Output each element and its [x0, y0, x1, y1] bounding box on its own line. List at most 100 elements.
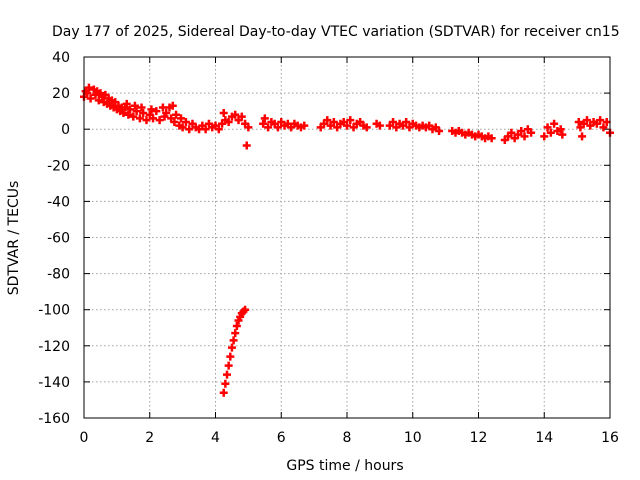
- data-point: [242, 141, 251, 150]
- data-point: [201, 125, 210, 134]
- data-point: [546, 128, 555, 137]
- data-point: [219, 388, 228, 397]
- data-point: [224, 117, 233, 126]
- y-tick-label: 20: [52, 86, 70, 102]
- data-point: [214, 125, 223, 134]
- data-point: [86, 94, 95, 103]
- data-point: [487, 134, 496, 143]
- data-point: [273, 123, 282, 132]
- data-point: [264, 123, 273, 132]
- data-point: [543, 123, 552, 132]
- data-point: [84, 83, 93, 92]
- data-point: [574, 117, 583, 126]
- data-point: [176, 114, 185, 123]
- data-point: [181, 117, 190, 126]
- x-tick-label: 4: [211, 430, 220, 446]
- data-point: [520, 132, 529, 141]
- data-point: [135, 114, 144, 123]
- data-point: [227, 343, 236, 352]
- data-point: [435, 127, 444, 136]
- data-point: [137, 103, 146, 112]
- x-tick-label: 2: [145, 430, 154, 446]
- data-point: [226, 352, 235, 361]
- data-point: [599, 123, 608, 132]
- data-point: [126, 105, 135, 114]
- data-point: [122, 99, 131, 108]
- y-tick-label: -60: [47, 231, 70, 247]
- x-tick-label: 12: [470, 430, 488, 446]
- data-point: [129, 112, 138, 121]
- data-point: [346, 116, 355, 125]
- data-point: [582, 116, 591, 125]
- data-point: [300, 121, 309, 130]
- data-point: [323, 116, 332, 125]
- data-point: [170, 117, 179, 126]
- data-point: [168, 101, 177, 110]
- data-point: [155, 116, 164, 125]
- data-point: [139, 108, 148, 117]
- x-tick-label: 0: [80, 430, 89, 446]
- y-tick-label: -20: [47, 158, 70, 174]
- data-point: [375, 121, 384, 130]
- data-point: [259, 119, 268, 128]
- data-point: [231, 329, 240, 338]
- data-point: [556, 125, 565, 134]
- y-tick-label: 40: [52, 50, 70, 66]
- data-point: [152, 107, 161, 116]
- data-point: [260, 114, 269, 123]
- data-point: [229, 336, 238, 345]
- y-tick-label: -80: [47, 267, 70, 283]
- x-axis-label: GPS time / hours: [286, 458, 403, 474]
- grid-lines: [84, 57, 610, 418]
- y-tick-label: -40: [47, 194, 70, 210]
- data-point: [389, 117, 398, 126]
- data-point: [540, 132, 549, 141]
- data-point: [119, 108, 128, 117]
- data-point: [149, 114, 158, 123]
- data-point: [507, 128, 516, 137]
- data-series-sdtvar: [80, 83, 614, 397]
- data-point: [329, 117, 338, 126]
- data-point: [237, 112, 246, 121]
- data-point: [132, 107, 141, 116]
- data-point: [142, 116, 151, 125]
- data-point: [402, 117, 411, 126]
- x-tick-label: 10: [404, 430, 422, 446]
- y-tick-label: -120: [38, 339, 70, 355]
- data-point: [232, 321, 241, 330]
- data-point: [147, 105, 156, 114]
- data-point: [343, 121, 351, 130]
- data-point: [602, 117, 611, 126]
- y-tick-label: -100: [38, 303, 70, 319]
- y-tick-label: 0: [61, 122, 70, 138]
- y-tick-labels: 40 20 0 -20 -40 -60 -80 -100 -120 -140 -160: [38, 50, 70, 427]
- data-point: [558, 130, 567, 139]
- data-point: [231, 110, 240, 119]
- data-point: [224, 361, 233, 370]
- x-tick-label: 16: [601, 430, 619, 446]
- plot-frame: [83, 56, 611, 419]
- data-point: [219, 108, 228, 117]
- data-point: [578, 132, 587, 141]
- y-tick-label: -140: [38, 375, 70, 391]
- data-point: [130, 101, 139, 110]
- data-point: [124, 110, 133, 119]
- data-point: [185, 125, 194, 134]
- y-tick-label: -160: [38, 411, 70, 427]
- data-point: [83, 89, 92, 98]
- data-point: [178, 123, 187, 132]
- data-point: [244, 123, 253, 132]
- x-tick-label: 14: [535, 430, 553, 446]
- x-tick-label: 8: [343, 430, 352, 446]
- chart-title: Day 177 of 2025, Sidereal Day-to-day VTE…: [52, 24, 620, 40]
- data-point: [362, 123, 371, 132]
- data-point: [221, 379, 230, 388]
- data-point: [241, 305, 250, 314]
- data-point: [223, 370, 232, 379]
- data-point: [527, 128, 536, 137]
- data-point: [550, 119, 559, 128]
- data-point: [172, 110, 181, 119]
- data-point: [596, 116, 605, 125]
- data-point: [517, 127, 526, 136]
